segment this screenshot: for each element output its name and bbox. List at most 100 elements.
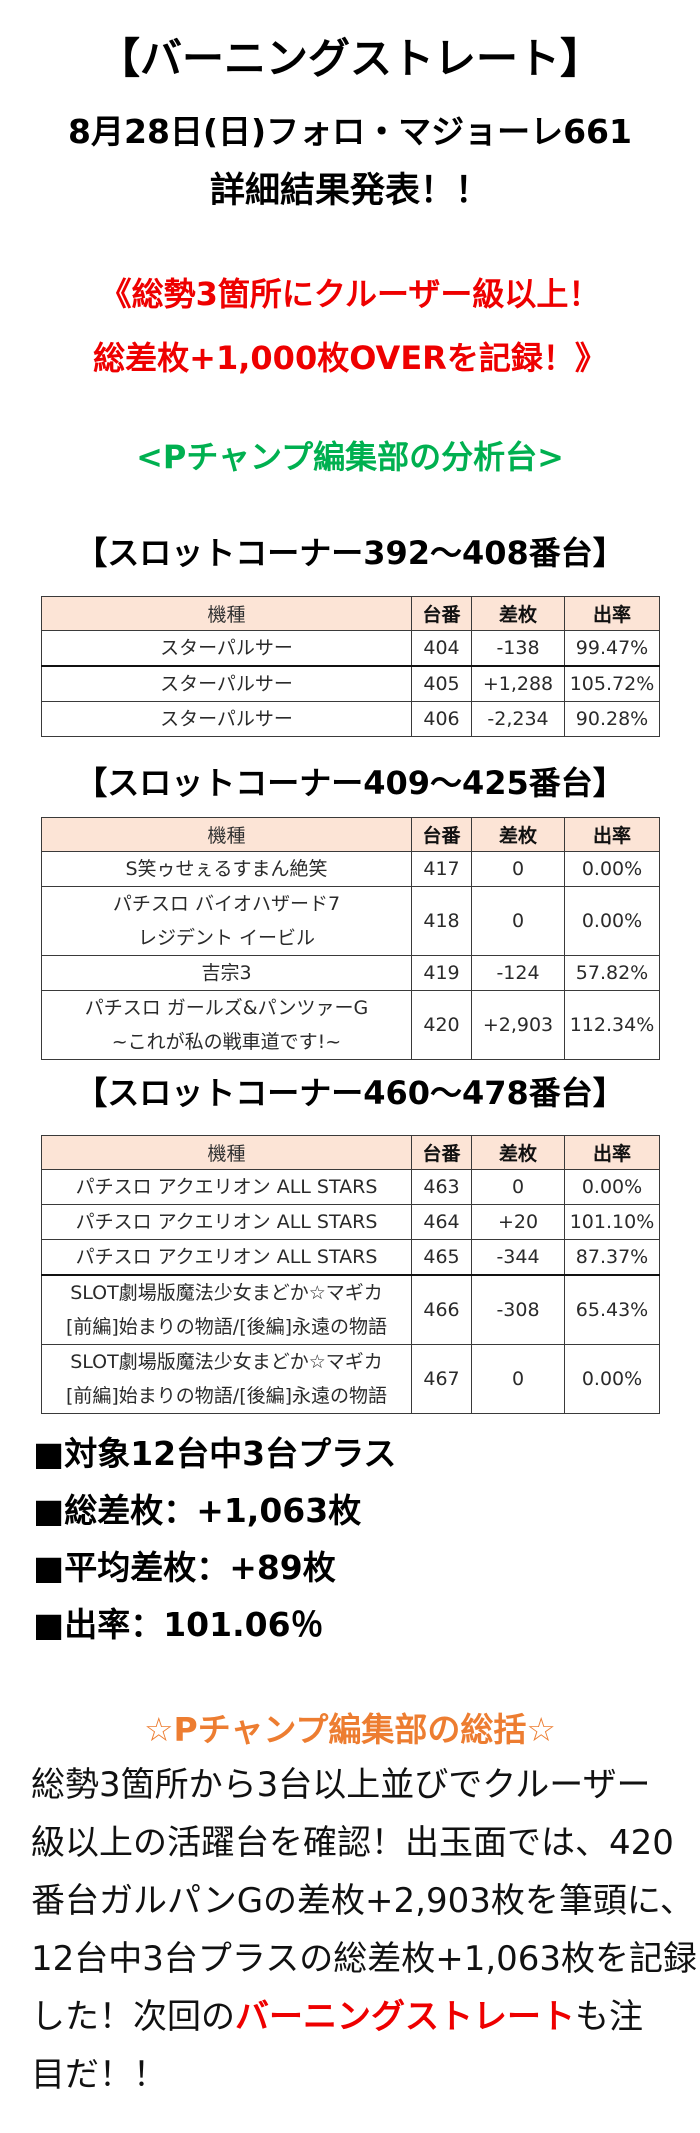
cell-machine-no: 419 bbox=[411, 955, 472, 991]
cell-machine-no: 465 bbox=[411, 1239, 472, 1276]
highlight-line-1: 《総勢3箇所にクルーザー級以上！ bbox=[99, 275, 601, 313]
cell-diff: +2,903 bbox=[471, 990, 565, 1060]
cell-rate: 0.00% bbox=[564, 886, 660, 956]
analysis-label: <Pチャンプ編集部の分析台> bbox=[136, 438, 564, 476]
cell-rate: 0.00% bbox=[564, 851, 660, 887]
cell-diff: 0 bbox=[471, 1344, 565, 1414]
cell-rate: 57.82% bbox=[564, 955, 660, 991]
cell-machine-no: 406 bbox=[411, 701, 472, 737]
cell-diff: -2,234 bbox=[471, 701, 565, 737]
table-row: パチスロ ガールズ&パンツァーG ~これが私の戦車道です!~ 420 +2,90… bbox=[41, 990, 660, 1060]
column-header-rate: 出率 bbox=[564, 817, 660, 852]
table-header-row: 機種 台番 差枚 出率 bbox=[41, 596, 660, 631]
cell-model: パチスロ アクエリオン ALL STARS bbox=[41, 1204, 412, 1240]
square-bullet-icon: ■ bbox=[33, 1548, 65, 1587]
cell-machine-no: 405 bbox=[411, 665, 472, 702]
column-header-diff: 差枚 bbox=[471, 596, 565, 631]
table-row: スターパルサー 405 +1,288 105.72% bbox=[41, 665, 660, 702]
square-bullet-icon: ■ bbox=[33, 1491, 65, 1530]
summary-item-average-diff: ■平均差枚：+89枚 bbox=[33, 1539, 396, 1596]
cell-rate: 0.00% bbox=[564, 1169, 660, 1205]
column-header-machine-no: 台番 bbox=[411, 596, 472, 631]
cell-model: スターパルサー bbox=[41, 701, 412, 737]
column-header-diff: 差枚 bbox=[471, 817, 565, 852]
cell-diff: 0 bbox=[471, 851, 565, 887]
event-subtitle: 8月28日(日)フォロ・マジョーレ661 bbox=[68, 112, 632, 151]
results-table-3: 機種 台番 差枚 出率 パチスロ アクエリオン ALL STARS 463 0 … bbox=[41, 1135, 660, 1414]
cell-rate: 99.47% bbox=[564, 630, 660, 667]
cell-machine-no: 464 bbox=[411, 1204, 472, 1240]
table-row: SLOT劇場版魔法少女まどか☆マギカ [前編]始まりの物語/[後編]永遠の物語 … bbox=[41, 1344, 660, 1414]
column-header-machine-no: 台番 bbox=[411, 817, 472, 852]
summary-item-plus-count: ■対象12台中3台プラス bbox=[33, 1425, 396, 1482]
table-row: パチスロ アクエリオン ALL STARS 463 0 0.00% bbox=[41, 1169, 660, 1205]
square-bullet-icon: ■ bbox=[33, 1434, 65, 1473]
column-header-model: 機種 bbox=[41, 596, 412, 631]
paragraph-line: 総勢3箇所から3台以上並びでクルーザー bbox=[31, 1765, 651, 1805]
summary-item-total-diff: ■総差枚：+1,063枚 bbox=[33, 1482, 396, 1539]
results-table-1: 機種 台番 差枚 出率 スターパルサー 404 -138 99.47% スターパ… bbox=[41, 596, 660, 737]
column-header-rate: 出率 bbox=[564, 596, 660, 631]
table-row: パチスロ アクエリオン ALL STARS 464 +20 101.10% bbox=[41, 1204, 660, 1240]
table-row: SLOT劇場版魔法少女まどか☆マギカ [前編]始まりの物語/[後編]永遠の物語 … bbox=[41, 1274, 660, 1345]
paragraph-line: 番台ガルパンGの差枚+2,903枚を筆頭に、 bbox=[31, 1881, 694, 1921]
cell-model: SLOT劇場版魔法少女まどか☆マギカ [前編]始まりの物語/[後編]永遠の物語 bbox=[41, 1274, 412, 1345]
square-bullet-icon: ■ bbox=[33, 1605, 65, 1644]
cell-diff: 0 bbox=[471, 886, 565, 956]
cell-diff: +20 bbox=[471, 1204, 565, 1240]
cell-model: パチスロ アクエリオン ALL STARS bbox=[41, 1169, 412, 1205]
column-header-model: 機種 bbox=[41, 1135, 412, 1170]
cell-rate: 90.28% bbox=[564, 701, 660, 737]
table-row: パチスロ バイオハザード7 レジデント イービル 418 0 0.00% bbox=[41, 886, 660, 956]
summary-item-payout-rate: ■出率：101.06％ bbox=[33, 1596, 396, 1653]
cell-machine-no: 467 bbox=[411, 1344, 472, 1414]
brand-highlight: バーニングストレート bbox=[235, 1997, 575, 2037]
cell-model: パチスロ バイオハザード7 レジデント イービル bbox=[41, 886, 412, 956]
cell-rate: 112.34% bbox=[564, 990, 660, 1060]
cell-diff: 0 bbox=[471, 1169, 565, 1205]
highlight-line-2: 総差枚+1,000枚OVERを記録！》 bbox=[93, 339, 607, 377]
announcement-heading: 詳細結果発表！！ bbox=[209, 171, 490, 211]
table-row: スターパルサー 406 -2,234 90.28% bbox=[41, 701, 660, 737]
cell-machine-no: 420 bbox=[411, 990, 472, 1060]
table-row: スターパルサー 404 -138 99.47% bbox=[41, 630, 660, 667]
editor-summary-title: ☆Pチャンプ編集部の総括☆ bbox=[143, 1710, 557, 1749]
cell-rate: 65.43% bbox=[564, 1274, 660, 1345]
cell-diff: -124 bbox=[471, 955, 565, 991]
cell-rate: 0.00% bbox=[564, 1344, 660, 1414]
cell-diff: -344 bbox=[471, 1239, 565, 1276]
cell-model: S笑ゥせぇるすまん絶笑 bbox=[41, 851, 412, 887]
column-header-model: 機種 bbox=[41, 817, 412, 852]
cell-machine-no: 463 bbox=[411, 1169, 472, 1205]
cell-model: パチスロ アクエリオン ALL STARS bbox=[41, 1239, 412, 1276]
section-heading-1: 【スロットコーナー392～408番台】 bbox=[75, 534, 625, 572]
summary-stats: ■対象12台中3台プラス ■総差枚：+1,063枚 ■平均差枚：+89枚 ■出率… bbox=[33, 1425, 396, 1653]
paragraph-line: 級以上の活躍台を確認！出玉面では、420 bbox=[31, 1823, 674, 1863]
cell-machine-no: 404 bbox=[411, 630, 472, 667]
cell-model: SLOT劇場版魔法少女まどか☆マギカ [前編]始まりの物語/[後編]永遠の物語 bbox=[41, 1344, 412, 1414]
editor-summary-paragraph: 総勢3箇所から3台以上並びでクルーザー 級以上の活躍台を確認！出玉面では、420… bbox=[31, 1756, 697, 2104]
section-heading-3: 【スロットコーナー460～478番台】 bbox=[75, 1074, 625, 1112]
table-row: S笑ゥせぇるすまん絶笑 417 0 0.00% bbox=[41, 851, 660, 887]
cell-model: スターパルサー bbox=[41, 665, 412, 702]
table-header-row: 機種 台番 差枚 出率 bbox=[41, 1135, 660, 1170]
cell-rate: 101.10% bbox=[564, 1204, 660, 1240]
cell-machine-no: 466 bbox=[411, 1274, 472, 1345]
paragraph-line: 12台中3台プラスの総差枚+1,063枚を記録 bbox=[31, 1939, 698, 1979]
cell-machine-no: 418 bbox=[411, 886, 472, 956]
results-table-2: 機種 台番 差枚 出率 S笑ゥせぇるすまん絶笑 417 0 0.00% パチスロ… bbox=[41, 817, 660, 1060]
column-header-machine-no: 台番 bbox=[411, 1135, 472, 1170]
table-header-row: 機種 台番 差枚 出率 bbox=[41, 817, 660, 852]
page-title: 【バーニングストレート】 bbox=[97, 34, 602, 83]
cell-diff: +1,288 bbox=[471, 665, 565, 702]
table-row: 吉宗3 419 -124 57.82% bbox=[41, 955, 660, 991]
cell-machine-no: 417 bbox=[411, 851, 472, 887]
cell-diff: -138 bbox=[471, 630, 565, 667]
cell-model: 吉宗3 bbox=[41, 955, 412, 991]
cell-model: パチスロ ガールズ&パンツァーG ~これが私の戦車道です!~ bbox=[41, 990, 412, 1060]
column-header-diff: 差枚 bbox=[471, 1135, 565, 1170]
paragraph-line: 目だ！！ bbox=[31, 2055, 167, 2095]
cell-model: スターパルサー bbox=[41, 630, 412, 667]
column-header-rate: 出率 bbox=[564, 1135, 660, 1170]
paragraph-line: した！次回のバーニングストレートも注 bbox=[31, 1997, 643, 2037]
